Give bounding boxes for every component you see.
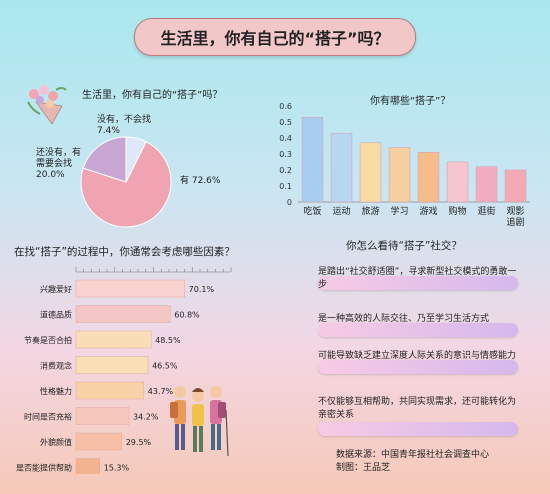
hbar-value-label: 70.1% [189,285,215,294]
x-tick-label: 观影 [506,206,524,217]
horizontal-bar-chart: 兴趣爱好 70.1% 道德品质 60.8% 节奏是否合拍 48.5% 消费观念 46.5% 性格… [16,267,232,474]
hbar-category-label: 道德品质 [40,310,72,320]
hbar-6 [75,432,122,451]
pie-label-maybe: 还没有，有 需要会找 20.0% [36,148,81,181]
hbar-value-label: 48.5% [155,336,181,345]
x-tick-label: 吃饭 [303,205,321,217]
y-tick-label: 0 [287,198,292,207]
view-pill-4 [318,422,518,436]
views-title: 你怎么看待“搭子”社交？ [346,240,462,252]
hbar-value-label: 43.7% [148,387,174,396]
source-line-2: 制图：王品芝 [336,463,391,473]
x-tick-label: 追剧 [506,216,524,228]
hbar-value-label: 15.3% [104,464,130,473]
hbar-category-label: 消费观念 [40,361,72,371]
pie-slice-1 [82,136,127,183]
y-tick-label: 0.3 [279,150,292,159]
hbar-value-label: 29.5% [126,438,152,447]
view-text-1: 是踏出“社交舒适圈”，寻求新型社交模式的勇敢一步 [318,267,517,290]
hbar-category-label: 是否能提供帮助 [16,463,72,473]
hbar-4 [75,381,144,400]
x-tick-label: 运动 [332,206,350,217]
bar-6 [475,166,498,203]
x-tick-label: 购物 [448,205,466,217]
hbar-value-label: 60.8% [174,311,200,320]
hbar-category-label: 节奏是否合拍 [24,335,72,345]
x-tick-label: 学习 [390,205,408,217]
view-pill-2 [318,323,518,337]
pie-chart [80,136,172,228]
pie-label-no-line1: 没有，不会找 [97,115,152,125]
hbar-5 [75,407,130,425]
y-tick-label: 0.6 [279,102,292,111]
x-tick-label: 游戏 [419,205,437,217]
hbar-category-label: 时间是否充裕 [24,412,72,422]
view-text-3: 可能导致缺乏建立深度人际关系的意识与情感能力 [318,351,517,361]
pie-slice-0 [80,141,172,228]
bar-0 [301,116,324,203]
hbar-category-label: 性格魅力 [40,386,72,396]
pie-label-maybe-line2: 需要会找 [36,159,73,169]
pie-label-no: 没有，不会找 7.4% [97,115,151,137]
pie-label-maybe-line3: 20.0% [36,170,65,180]
hbar-3 [75,356,149,374]
pie-chart-title: 生活里，你有自己的“搭子”吗？ [82,90,223,101]
bar-2 [359,142,382,203]
y-tick-label: 0.2 [279,166,292,175]
flower-bouquet-icon [27,85,67,125]
bar-4 [417,152,440,203]
view-text-4: 不仅能够互相帮助，共同实现需求，还可能转化为亲密关系 [318,397,517,420]
y-tick-label: 0.1 [279,182,292,191]
hbar-value-label: 34.2% [133,413,159,422]
pie-label-no-line2: 7.4% [97,126,120,136]
pie-label-maybe-line1: 还没有，有 [36,148,82,158]
view-text-2: 是一种高效的人际交往、乃至学习生活方式 [318,314,490,324]
y-tick-label: 0.4 [279,134,292,143]
hbar-category-label: 外貌颜值 [40,437,72,447]
view-pill-1 [318,276,518,290]
hbar-chart-title: 在找“搭子”的过程中，你通常会考虑哪些因素？ [14,246,235,258]
hbar-7 [75,458,100,474]
y-tick-label: 0.5 [279,118,292,127]
x-tick-label: 旅游 [361,205,379,217]
pie-label-yes: 有 72.6% [180,176,221,186]
bar-3 [388,147,411,203]
hbar-category-label: 兴趣爱好 [40,284,72,294]
hbar-0 [75,279,185,298]
source-line-1: 数据来源：中国青年报社社会调查中心 [336,450,490,460]
bar-7 [504,169,527,203]
pie-slice-2 [125,136,147,183]
hbar-value-label: 46.5% [152,362,178,371]
x-tick-label: 逛街 [477,205,495,217]
bar-5 [446,161,469,203]
hikers-illustration-icon [170,386,229,457]
page-title: 生活里，你有自己的“搭子”吗？ [134,18,416,56]
hbar-1 [75,305,171,323]
bar-1 [330,132,353,203]
bar-chart-title: 你有哪些“搭子”？ [370,96,451,107]
view-pill-3 [318,360,518,374]
hbar-2 [75,330,152,349]
